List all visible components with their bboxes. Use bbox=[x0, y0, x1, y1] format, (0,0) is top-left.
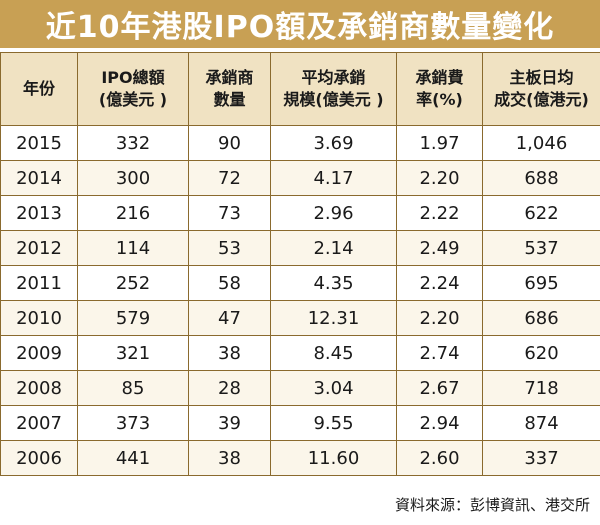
cell-ipo-total: 579 bbox=[77, 300, 189, 336]
cell-ipo-total: 252 bbox=[77, 265, 189, 301]
table-title: 近10年港股IPO額及承銷商數量變化 bbox=[45, 10, 555, 45]
cell-year: 2009 bbox=[0, 335, 78, 371]
cell-year: 2014 bbox=[0, 160, 78, 196]
cell-underwriter-count: 72 bbox=[188, 160, 271, 196]
cell-ipo-total: 216 bbox=[77, 195, 189, 231]
cell-underwriter-count: 38 bbox=[188, 335, 271, 371]
cell-fee-rate: 1.97 bbox=[396, 125, 483, 161]
header-avg-size: 平均承銷 規模(億美元 ) bbox=[270, 52, 397, 126]
cell-daily-turnover: 1,046 bbox=[482, 125, 600, 161]
table-row: 2013 216 73 2.96 2.22 622 bbox=[0, 195, 600, 231]
cell-daily-turnover: 686 bbox=[482, 300, 600, 336]
cell-year: 2006 bbox=[0, 440, 78, 476]
table-row: 2008 85 28 3.04 2.67 718 bbox=[0, 370, 600, 406]
cell-avg-size: 2.14 bbox=[270, 230, 397, 266]
cell-underwriter-count: 58 bbox=[188, 265, 271, 301]
cell-avg-size: 11.60 bbox=[270, 440, 397, 476]
cell-year: 2013 bbox=[0, 195, 78, 231]
cell-daily-turnover: 537 bbox=[482, 230, 600, 266]
cell-fee-rate: 2.67 bbox=[396, 370, 483, 406]
header-fee-rate: 承銷費 率(%) bbox=[396, 52, 483, 126]
table-row: 2010 579 47 12.31 2.20 686 bbox=[0, 300, 600, 336]
cell-underwriter-count: 39 bbox=[188, 405, 271, 441]
cell-fee-rate: 2.20 bbox=[396, 300, 483, 336]
header-ipo-total: IPO總額 (億美元 ) bbox=[77, 52, 189, 126]
cell-avg-size: 4.17 bbox=[270, 160, 397, 196]
cell-fee-rate: 2.24 bbox=[396, 265, 483, 301]
cell-fee-rate: 2.20 bbox=[396, 160, 483, 196]
source-note: 資料來源：彭博資訊、港交所 bbox=[394, 496, 590, 514]
cell-daily-turnover: 620 bbox=[482, 335, 600, 371]
cell-daily-turnover: 874 bbox=[482, 405, 600, 441]
table-row: 2012 114 53 2.14 2.49 537 bbox=[0, 230, 600, 266]
cell-avg-size: 2.96 bbox=[270, 195, 397, 231]
cell-ipo-total: 85 bbox=[77, 370, 189, 406]
cell-fee-rate: 2.49 bbox=[396, 230, 483, 266]
table-row: 2014 300 72 4.17 2.20 688 bbox=[0, 160, 600, 196]
cell-ipo-total: 300 bbox=[77, 160, 189, 196]
header-underwriter-count: 承銷商 數量 bbox=[188, 52, 271, 126]
cell-year: 2008 bbox=[0, 370, 78, 406]
ipo-table: 年份 IPO總額 (億美元 ) 承銷商 數量 平均承銷 規模(億美元 ) 承銷費… bbox=[0, 52, 600, 476]
cell-avg-size: 3.69 bbox=[270, 125, 397, 161]
cell-ipo-total: 114 bbox=[77, 230, 189, 266]
header-year: 年份 bbox=[0, 52, 78, 126]
cell-avg-size: 3.04 bbox=[270, 370, 397, 406]
cell-underwriter-count: 73 bbox=[188, 195, 271, 231]
cell-ipo-total: 332 bbox=[77, 125, 189, 161]
cell-underwriter-count: 47 bbox=[188, 300, 271, 336]
header-row: 年份 IPO總額 (億美元 ) 承銷商 數量 平均承銷 規模(億美元 ) 承銷費… bbox=[0, 52, 600, 126]
table-body: 2015 332 90 3.69 1.97 1,046 2014 300 72 4.17 2.20 6… bbox=[0, 125, 600, 476]
cell-year: 2010 bbox=[0, 300, 78, 336]
cell-fee-rate: 2.94 bbox=[396, 405, 483, 441]
cell-avg-size: 4.35 bbox=[270, 265, 397, 301]
cell-daily-turnover: 337 bbox=[482, 440, 600, 476]
table-row: 2011 252 58 4.35 2.24 695 bbox=[0, 265, 600, 301]
cell-daily-turnover: 695 bbox=[482, 265, 600, 301]
cell-year: 2012 bbox=[0, 230, 78, 266]
table-row: 2009 321 38 8.45 2.74 620 bbox=[0, 335, 600, 371]
header-daily-turnover: 主板日均 成交(億港元) bbox=[482, 52, 600, 126]
table-row: 2006 441 38 11.60 2.60 337 bbox=[0, 440, 600, 476]
cell-ipo-total: 441 bbox=[77, 440, 189, 476]
cell-underwriter-count: 38 bbox=[188, 440, 271, 476]
cell-fee-rate: 2.22 bbox=[396, 195, 483, 231]
cell-avg-size: 12.31 bbox=[270, 300, 397, 336]
cell-year: 2007 bbox=[0, 405, 78, 441]
cell-daily-turnover: 718 bbox=[482, 370, 600, 406]
cell-avg-size: 8.45 bbox=[270, 335, 397, 371]
table-row: 2007 373 39 9.55 2.94 874 bbox=[0, 405, 600, 441]
cell-underwriter-count: 53 bbox=[188, 230, 271, 266]
cell-fee-rate: 2.74 bbox=[396, 335, 483, 371]
table-row: 2015 332 90 3.69 1.97 1,046 bbox=[0, 125, 600, 161]
cell-year: 2011 bbox=[0, 265, 78, 301]
cell-underwriter-count: 28 bbox=[188, 370, 271, 406]
cell-ipo-total: 321 bbox=[77, 335, 189, 371]
cell-daily-turnover: 622 bbox=[482, 195, 600, 231]
cell-year: 2015 bbox=[0, 125, 78, 161]
cell-daily-turnover: 688 bbox=[482, 160, 600, 196]
cell-avg-size: 9.55 bbox=[270, 405, 397, 441]
cell-ipo-total: 373 bbox=[77, 405, 189, 441]
title-bar: 近10年港股IPO額及承銷商數量變化 bbox=[0, 0, 600, 48]
cell-underwriter-count: 90 bbox=[188, 125, 271, 161]
cell-fee-rate: 2.60 bbox=[396, 440, 483, 476]
